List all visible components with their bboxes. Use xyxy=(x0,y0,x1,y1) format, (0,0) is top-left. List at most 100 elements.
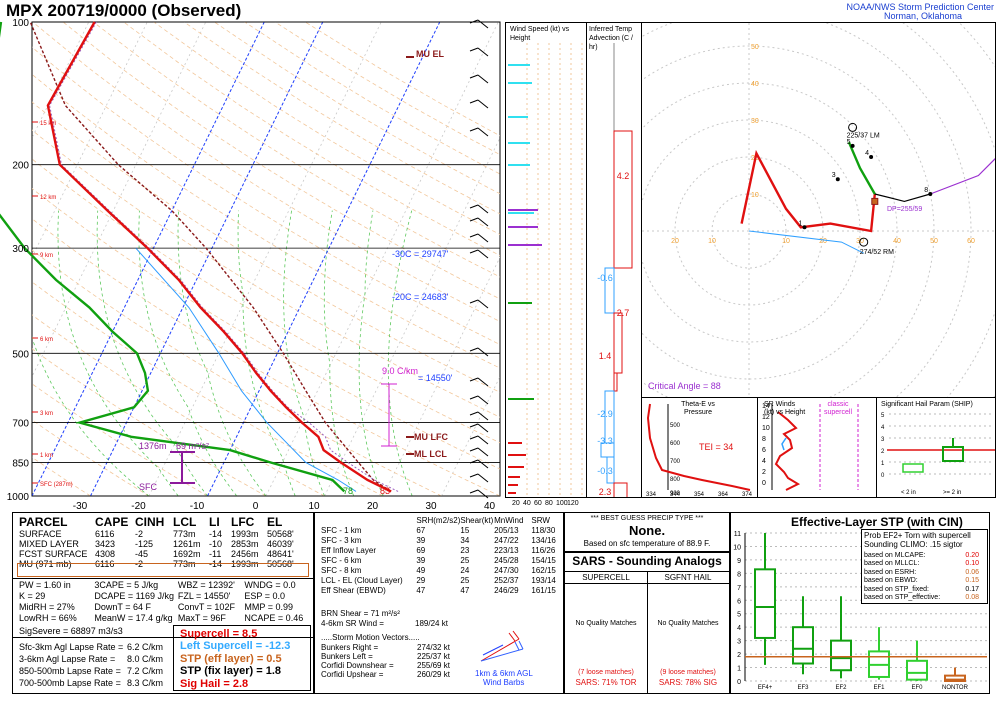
kinematics-header xyxy=(321,516,416,526)
stp-y-label: 11 xyxy=(734,531,741,538)
moist-adiabat xyxy=(138,210,238,496)
thermo-cell: FZL = 14550' xyxy=(177,591,231,601)
precip-basis: Based on sfc temperature of 88.9 F. xyxy=(583,539,711,548)
theta-x-label: 344 xyxy=(670,492,681,497)
height-label: 6 km xyxy=(40,337,53,343)
hodo-ring xyxy=(642,23,995,397)
ship-y-label: 3 xyxy=(881,437,885,443)
hodo-trace-low xyxy=(740,149,876,233)
pressure-label: 850 xyxy=(12,459,29,470)
kinematics-cell: 161/15 xyxy=(531,586,556,595)
adv-value: -0.3 xyxy=(597,466,613,476)
temperature-label: 30 xyxy=(425,501,437,512)
adv-bar xyxy=(613,372,618,392)
kinematics-header: SRW xyxy=(531,516,550,525)
ship-y-label: 5 xyxy=(881,413,885,419)
parcel-row: MIXED LAYER 3423 -125 1261m -10 2853m 46039' xyxy=(19,539,307,549)
wind-speed-tick: 100 xyxy=(556,500,568,507)
lapse-value: 6.2 C/km xyxy=(127,642,164,652)
thermo-cell: WBZ = 12392' xyxy=(177,580,235,590)
iso-30-label: -30C = 29747' xyxy=(392,249,449,259)
kinematics-cell: SFC - 3 km xyxy=(321,536,362,545)
dry-adiabat xyxy=(123,22,500,256)
parcel-cell: 4308 xyxy=(95,549,116,559)
parcel-panel: PARCEL CAPE CINH LCL LI LFC EL SURFACE 61… xyxy=(12,512,314,694)
hodo-x-label: 10 xyxy=(708,238,716,245)
kinematics-cell: 25 xyxy=(460,576,470,585)
srw-y-label: 8 xyxy=(762,436,766,443)
ml-lcl-label: ML LCL xyxy=(414,449,447,459)
kinematics-cell: 134/16 xyxy=(531,536,556,545)
hodo-ring xyxy=(642,23,995,397)
storm-motion-value: 260/29 kt xyxy=(417,670,450,679)
mu-el-label: MU EL xyxy=(416,49,444,59)
wind-speed-tick: 20 xyxy=(512,500,520,507)
height-label: 9 km xyxy=(40,253,53,259)
wind-barb-staff xyxy=(477,423,489,433)
isotherm-zero xyxy=(207,22,441,496)
severe-index: Supercell = 8.5 xyxy=(180,628,258,640)
stp-category-label: NONTOR xyxy=(942,685,969,691)
dewpoint-trace xyxy=(0,21,346,493)
storm-motion-table: Bunkers Right = 274/32 kt Bunkers Left = 22… xyxy=(321,643,450,679)
kinematics-cell: 69 xyxy=(416,546,426,555)
hodo-x-label: 20 xyxy=(819,238,827,245)
parcel-cell: 773m xyxy=(173,559,196,569)
hodo-height-label: 3 xyxy=(832,172,836,179)
moist-adiabat xyxy=(358,210,384,496)
temperature-label: 20 xyxy=(367,501,379,512)
barbs-caption-1: 1km & 6km AGL xyxy=(475,669,533,678)
kinematics-cell: SFC - 8 km xyxy=(321,566,362,575)
parcel-cell: 2853m xyxy=(231,539,259,549)
sars-supercell-nomatch: No Quality Matches xyxy=(575,620,637,627)
thermo-row: LowRH = 66% MeanW = 17.4 g/kg MaxT = 96F NC… xyxy=(19,613,313,624)
lapse-row: 3-6km Agl Lapse Rate = 8.0 C/km xyxy=(19,653,163,665)
divider xyxy=(13,578,313,579)
hodograph-panel: 8070605040302010302010102030405060708090… xyxy=(641,22,996,398)
hodo-ring-label: 40 xyxy=(751,81,759,88)
sr-winds-panel: 14 12 10 8 6 4 2 0 SR Winds (kt) vs Height clas… xyxy=(757,397,877,498)
adv-value: 1.4 xyxy=(599,351,612,361)
wind-barb-staff xyxy=(477,299,489,309)
wind-barb-flag xyxy=(469,435,479,440)
bunkers-left-label: 225/37 LM xyxy=(847,132,880,139)
thermo-row: K = 29 DCAPE = 1169 J/kg FZL = 14550' ESP =… xyxy=(19,591,313,602)
hodo-ring xyxy=(642,23,972,397)
wind-barb-flag xyxy=(469,74,479,79)
temp-advection-title: Inferred Temp Advection (C / hr) xyxy=(589,26,633,51)
wind-barb-flag xyxy=(469,47,479,52)
kinematics-row: Eff Shear (EBWD) 47 47 246/29 161/15 xyxy=(321,586,563,596)
hodo-height-label: 8 xyxy=(924,187,928,194)
adv-value: -3.3 xyxy=(597,436,613,446)
pressure-label: 1000 xyxy=(7,492,30,503)
hodo-height-label: 5 xyxy=(847,139,851,146)
kinematics-cell: 39 xyxy=(416,556,426,565)
sars-panel: SARS - Sounding Analogs SUPERCELL SGFNT … xyxy=(564,552,730,694)
isotherm-minus-20 xyxy=(90,22,324,496)
parcel-cell: MU (971 mb) xyxy=(19,559,72,569)
wind-barb-staff xyxy=(477,127,489,137)
hodo-x-label: 50 xyxy=(930,238,938,245)
parcel-cell: MIXED LAYER xyxy=(19,539,79,549)
thermo-cell: MMP = 0.99 xyxy=(244,602,294,612)
precip-value: None. xyxy=(628,523,666,538)
isotherm-minus-30 xyxy=(32,22,265,496)
pressure-label: 200 xyxy=(12,161,29,172)
theta-x-label: 354 xyxy=(694,492,705,497)
kinematics-cell: 116/26 xyxy=(531,546,556,555)
parcel-col: PARCEL xyxy=(19,515,68,529)
thermo-cell: NCAPE = 0.46 xyxy=(244,613,304,623)
barbs-caption-2: Wind Barbs xyxy=(483,678,525,687)
storm-motion-row: Bunkers Right = 274/32 kt xyxy=(321,643,450,652)
lapse-label: 850-500mb Lapse Rate = xyxy=(19,666,121,676)
mean-wind-marker xyxy=(871,197,879,205)
el-col: EL xyxy=(267,515,283,529)
theta-e-title: Theta-E vs Pressure xyxy=(681,401,715,416)
height-label: 1 km xyxy=(40,453,53,459)
bunkers-right-marker xyxy=(859,237,869,247)
srw-y-label: 4 xyxy=(762,458,766,465)
parcel-cell: 48641' xyxy=(267,549,294,559)
severe-indices: Supercell = 8.5 Left Supercell = -12.3 STP… xyxy=(180,628,290,690)
ship-x-label: < 2 in xyxy=(901,490,916,496)
stp-based-label: based on MLLCL: xyxy=(864,560,920,568)
